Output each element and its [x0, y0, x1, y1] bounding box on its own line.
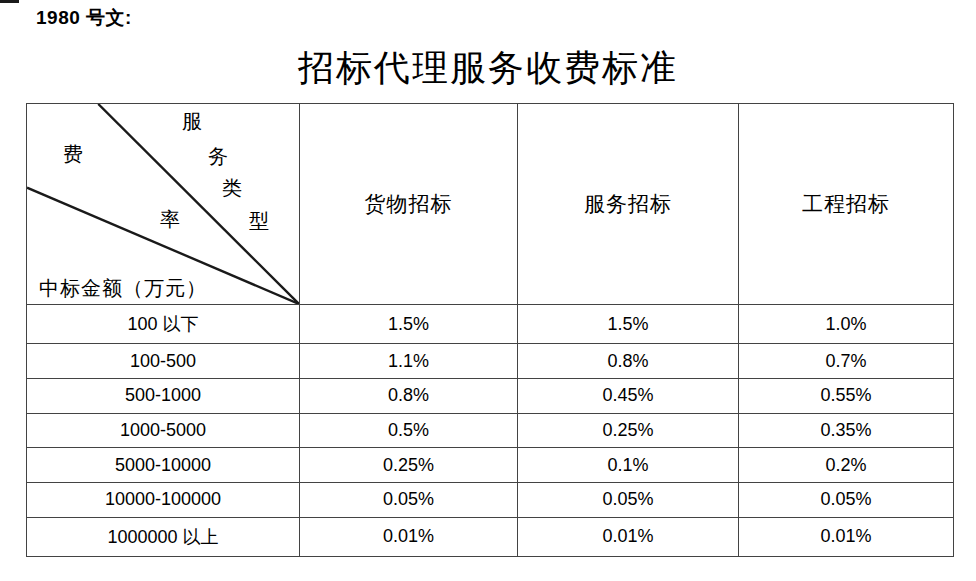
fee-rate-goods: 0.8%: [300, 379, 518, 414]
fee-standard-table: 费 率 服 务 类 型 中标金额（万元） 货物招标 服务招标 工程招标 100 …: [26, 103, 953, 557]
fee-rate-goods: 0.5%: [300, 413, 518, 448]
fee-rate-service: 0.8%: [518, 344, 739, 379]
corner-label-type-char: 类: [221, 177, 243, 199]
fee-rate-eng: 0.2%: [739, 448, 954, 483]
fee-rate-eng: 0.05%: [739, 482, 954, 517]
bid-amount-range: 5000-10000: [27, 448, 300, 483]
fee-rate-eng: 0.55%: [739, 379, 954, 414]
fee-rate-eng: 1.0%: [739, 305, 954, 344]
diagonal-corner-cell: 费 率 服 务 类 型 中标金额（万元）: [27, 104, 300, 305]
table-row: 100-500 1.1% 0.8% 0.7%: [27, 344, 954, 379]
corner-label-fee-char: 费: [62, 143, 84, 165]
fee-rate-eng: 0.01%: [739, 517, 954, 556]
column-header-services: 服务招标: [518, 104, 739, 305]
bid-amount-range: 1000-5000: [27, 413, 300, 448]
bid-amount-range: 500-1000: [27, 379, 300, 414]
fee-rate-goods: 0.01%: [300, 517, 518, 556]
bid-amount-range: 100-500: [27, 344, 300, 379]
diagonal-split-lines: [27, 104, 299, 304]
fee-rate-goods: 0.05%: [300, 482, 518, 517]
fee-rate-service: 0.25%: [518, 413, 739, 448]
fee-rate-goods: 0.25%: [300, 448, 518, 483]
bid-amount-range: 100 以下: [27, 305, 300, 344]
page-edge-artifact: [0, 0, 19, 3]
fee-rate-service: 0.05%: [518, 482, 739, 517]
column-header-goods: 货物招标: [300, 104, 518, 305]
fee-rate-service: 0.01%: [518, 517, 739, 556]
table-header-row: 费 率 服 务 类 型 中标金额（万元） 货物招标 服务招标 工程招标: [27, 104, 954, 305]
fee-rate-goods: 1.5%: [300, 305, 518, 344]
bid-amount-range: 1000000 以上: [27, 517, 300, 556]
table-row: 500-1000 0.8% 0.45% 0.55%: [27, 379, 954, 414]
document-page: 1980 号文: 招标代理服务收费标准 费 率: [0, 0, 976, 581]
fee-rate-service: 1.5%: [518, 305, 739, 344]
page-title: 招标代理服务收费标准: [0, 44, 976, 93]
corner-label-type-char: 型: [248, 210, 270, 232]
table-row: 1000000 以上 0.01% 0.01% 0.01%: [27, 517, 954, 556]
fee-rate-service: 0.45%: [518, 379, 739, 414]
corner-label-service-char: 务: [207, 145, 229, 167]
fee-rate-goods: 1.1%: [300, 344, 518, 379]
column-header-engineering: 工程招标: [739, 104, 954, 305]
corner-label-rate-char: 率: [159, 208, 181, 230]
corner-label-service-char: 服: [181, 110, 203, 132]
fee-rate-service: 0.1%: [518, 448, 739, 483]
table-row: 100 以下 1.5% 1.5% 1.0%: [27, 305, 954, 344]
document-ref-label: 1980 号文:: [36, 5, 132, 31]
table-row: 1000-5000 0.5% 0.25% 0.35%: [27, 413, 954, 448]
table-row: 5000-10000 0.25% 0.1% 0.2%: [27, 448, 954, 483]
corner-label-bid-amount: 中标金额（万元）: [39, 275, 207, 302]
fee-rate-eng: 0.7%: [739, 344, 954, 379]
bid-amount-range: 10000-100000: [27, 482, 300, 517]
table-row: 10000-100000 0.05% 0.05% 0.05%: [27, 482, 954, 517]
fee-rate-eng: 0.35%: [739, 413, 954, 448]
